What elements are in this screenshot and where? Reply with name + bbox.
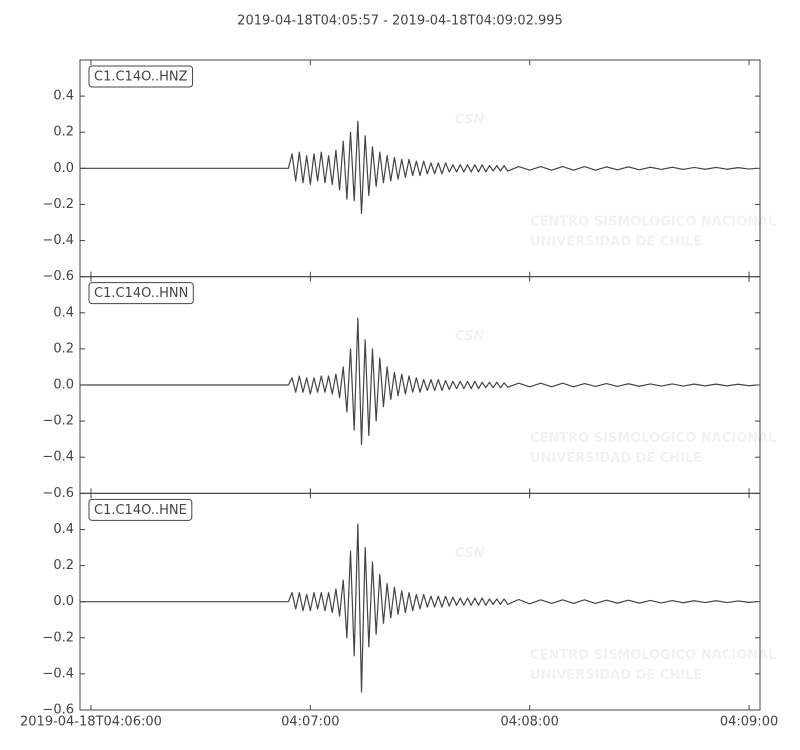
y-tick-label: −0.6 <box>42 703 74 718</box>
x-tick-label: 2019-04-18T04:06:00 <box>20 715 162 730</box>
y-tick-label: 0.2 <box>53 341 74 356</box>
watermark-text: UNIVERSIDAD DE CHILE <box>530 235 702 250</box>
x-tick-label: 04:07:00 <box>281 715 339 730</box>
trace-label: C1.C14O..HNN <box>94 286 188 301</box>
trace-label: C1.C14O..HNZ <box>94 70 188 85</box>
y-tick-label: 0.4 <box>53 89 74 104</box>
waveform <box>80 523 757 693</box>
watermark-logo: CSN <box>455 329 484 344</box>
y-tick-label: −0.2 <box>42 197 74 212</box>
y-tick-label: 0.0 <box>53 161 74 176</box>
x-tick-label: 04:08:00 <box>500 715 558 730</box>
watermark-logo: CSN <box>455 546 484 561</box>
watermark-text: CENTRO SISMOLOGICO NACIONAL <box>530 648 776 663</box>
watermark-text: CENTRO SISMOLOGICO NACIONAL <box>530 215 776 230</box>
trace-label-box <box>88 282 194 305</box>
y-tick-label: −0.2 <box>42 414 74 429</box>
y-tick-label: −0.4 <box>42 233 74 248</box>
y-tick-label: −0.4 <box>42 666 74 681</box>
watermark-text: CENTRO SISMOLOGICO NACIONAL <box>530 431 776 446</box>
y-tick-label: −0.6 <box>42 486 74 501</box>
y-tick-label: 0.4 <box>53 522 74 537</box>
y-tick-label: −0.4 <box>42 450 74 465</box>
x-tick-label: 04:09:00 <box>720 715 778 730</box>
watermark-logo: CSN <box>455 113 484 128</box>
watermark-text: UNIVERSIDAD DE CHILE <box>530 451 702 466</box>
chart-title: 2019-04-18T04:05:57 - 2019-04-18T04:09:0… <box>237 14 563 29</box>
y-tick-label: 0.2 <box>53 125 74 140</box>
y-tick-label: −0.2 <box>42 630 74 645</box>
y-tick-label: −0.6 <box>42 269 74 284</box>
trace-label-box <box>88 65 194 88</box>
panel-frame <box>79 492 761 711</box>
y-tick-label: 0.0 <box>53 378 74 393</box>
watermark-text: UNIVERSIDAD DE CHILE <box>530 668 702 683</box>
y-tick-label: 0.2 <box>53 558 74 573</box>
trace-label-box <box>88 498 193 521</box>
trace-label: C1.C14O..HNE <box>94 503 187 518</box>
y-tick-label: 0.4 <box>53 305 74 320</box>
y-tick-label: 0.0 <box>53 594 74 609</box>
waveform <box>80 317 757 446</box>
waveform <box>80 120 757 215</box>
